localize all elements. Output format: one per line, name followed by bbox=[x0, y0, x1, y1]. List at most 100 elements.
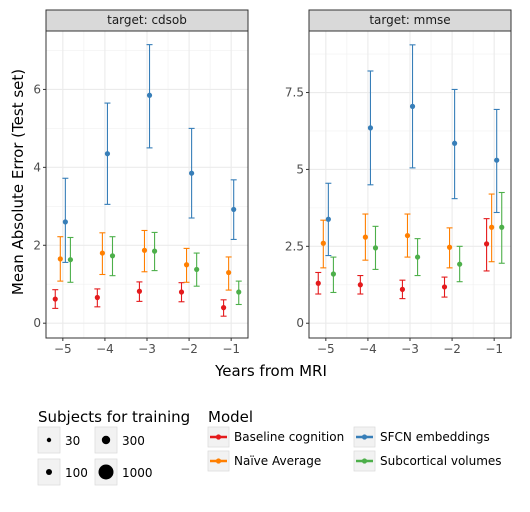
data-point bbox=[409, 103, 416, 109]
y-tick-label: 0 bbox=[296, 316, 304, 330]
data-point bbox=[236, 289, 242, 295]
panel-title: target: cdsob bbox=[107, 13, 187, 27]
legend-size-label: 100 bbox=[65, 466, 88, 480]
data-point bbox=[141, 247, 148, 253]
data-point bbox=[372, 245, 379, 251]
legend-size-label: 1000 bbox=[122, 466, 153, 480]
data-point bbox=[67, 257, 74, 263]
legend-size-title: Subjects for training bbox=[38, 408, 190, 426]
legend-size-label: 30 bbox=[65, 434, 80, 448]
y-axis-title: Mean Absolute Error (Test set) bbox=[9, 69, 27, 295]
x-tick-label: −4 bbox=[359, 342, 377, 356]
legend-model-dot bbox=[215, 434, 222, 440]
x-tick-label: −4 bbox=[96, 342, 114, 356]
y-tick-label: 4 bbox=[33, 160, 41, 174]
panel-title: target: mmse bbox=[369, 13, 450, 27]
legend-model-item: Baseline cognition bbox=[207, 426, 344, 448]
data-point bbox=[457, 261, 463, 267]
data-point bbox=[178, 289, 185, 295]
data-point bbox=[220, 305, 227, 311]
x-tick-label: −2 bbox=[180, 342, 198, 356]
data-point bbox=[57, 256, 63, 262]
legend-size-item: 30 bbox=[37, 426, 80, 454]
x-tick-label: −1 bbox=[222, 342, 240, 356]
data-point bbox=[62, 219, 68, 225]
x-tick-label: −1 bbox=[485, 342, 503, 356]
data-point bbox=[441, 284, 448, 290]
legend-size-item: 300 bbox=[94, 426, 145, 454]
panel-2: target: mmse 0 2.5 5 7.5 −5 −4 −3 −2 −1 bbox=[285, 9, 512, 356]
data-point bbox=[499, 224, 505, 230]
legend-model-label: Naïve Average bbox=[234, 454, 321, 468]
legend-size-item: 1000 bbox=[94, 458, 153, 486]
series-subcortical-volumes bbox=[67, 231, 242, 306]
data-point bbox=[183, 262, 190, 268]
data-point bbox=[494, 157, 500, 163]
x-tick-label: −5 bbox=[54, 342, 72, 356]
data-point bbox=[231, 206, 237, 213]
series-sfcn-embeddings bbox=[325, 44, 500, 257]
legend-model-title: Model bbox=[208, 408, 253, 426]
data-point bbox=[414, 254, 421, 260]
legend-model-dot bbox=[215, 458, 222, 464]
data-point bbox=[136, 288, 143, 294]
data-point bbox=[315, 280, 321, 286]
series-sfcn-embeddings bbox=[62, 44, 237, 263]
legend-model-item: SFCN embeddings bbox=[353, 426, 490, 448]
series-baseline-cognition bbox=[315, 218, 490, 300]
data-point bbox=[226, 269, 232, 276]
legend-size-items: 30 300 100 1000 bbox=[37, 426, 153, 486]
x-axis-title: Years from MRI bbox=[214, 362, 327, 380]
series-na-ve-average bbox=[57, 229, 232, 291]
data-point bbox=[330, 271, 337, 277]
legend-size-item: 100 bbox=[37, 458, 88, 486]
y-tick-label: 2.5 bbox=[285, 239, 304, 253]
y-tick-label: 2 bbox=[33, 238, 41, 252]
data-point bbox=[367, 125, 374, 131]
chart-panels: target: cdsob 0 2 4 6 −5 −4 −3 −2 −1 target: mmse 0… bbox=[33, 9, 512, 356]
data-point bbox=[104, 151, 111, 157]
x-tick-label: −2 bbox=[443, 342, 461, 356]
legend-model-item: Naïve Average bbox=[207, 450, 321, 472]
data-point bbox=[357, 282, 363, 288]
legend-size-label: 300 bbox=[122, 434, 145, 448]
y-tick-label: 0 bbox=[33, 316, 41, 330]
data-point bbox=[99, 250, 105, 256]
data-point bbox=[194, 266, 200, 273]
data-point bbox=[151, 248, 158, 254]
legend-model-label: SFCN embeddings bbox=[380, 430, 490, 444]
legend-size-dot bbox=[46, 437, 52, 443]
y-tick-label: 6 bbox=[33, 82, 41, 96]
data-point bbox=[404, 232, 411, 239]
data-point bbox=[446, 244, 453, 250]
data-point bbox=[362, 234, 368, 240]
legend-model-label: Subcortical volumes bbox=[380, 454, 502, 468]
legend-model-dot bbox=[361, 434, 368, 440]
gridlines bbox=[46, 31, 248, 338]
data-point bbox=[452, 140, 458, 146]
data-point bbox=[189, 170, 195, 176]
gridlines bbox=[309, 31, 511, 338]
series-na-ve-average bbox=[320, 193, 495, 269]
data-point bbox=[94, 294, 100, 301]
data-point bbox=[320, 240, 326, 246]
data-point bbox=[52, 296, 58, 302]
panel-1: target: cdsob 0 2 4 6 −5 −4 −3 −2 −1 bbox=[33, 9, 249, 356]
legend-size-dot bbox=[101, 435, 111, 445]
data-point bbox=[109, 253, 116, 259]
legend: Subjects for training Model 30 300 100 1000… bbox=[37, 408, 502, 486]
legend-model-item: Subcortical volumes bbox=[353, 450, 502, 472]
legend-model-items: Baseline cognition Naïve Average SFCN embe… bbox=[207, 426, 502, 472]
x-tick-label: −3 bbox=[138, 342, 156, 356]
x-tick-label: −3 bbox=[401, 342, 419, 356]
legend-model-dot bbox=[361, 458, 368, 464]
legend-size-dot bbox=[98, 464, 114, 480]
data-point bbox=[483, 241, 490, 247]
data-point bbox=[489, 224, 495, 230]
series-subcortical-volumes bbox=[330, 191, 505, 294]
data-point bbox=[399, 286, 406, 292]
y-tick-label: 7.5 bbox=[285, 86, 304, 100]
data-point bbox=[325, 216, 331, 222]
series-baseline-cognition bbox=[52, 281, 227, 317]
